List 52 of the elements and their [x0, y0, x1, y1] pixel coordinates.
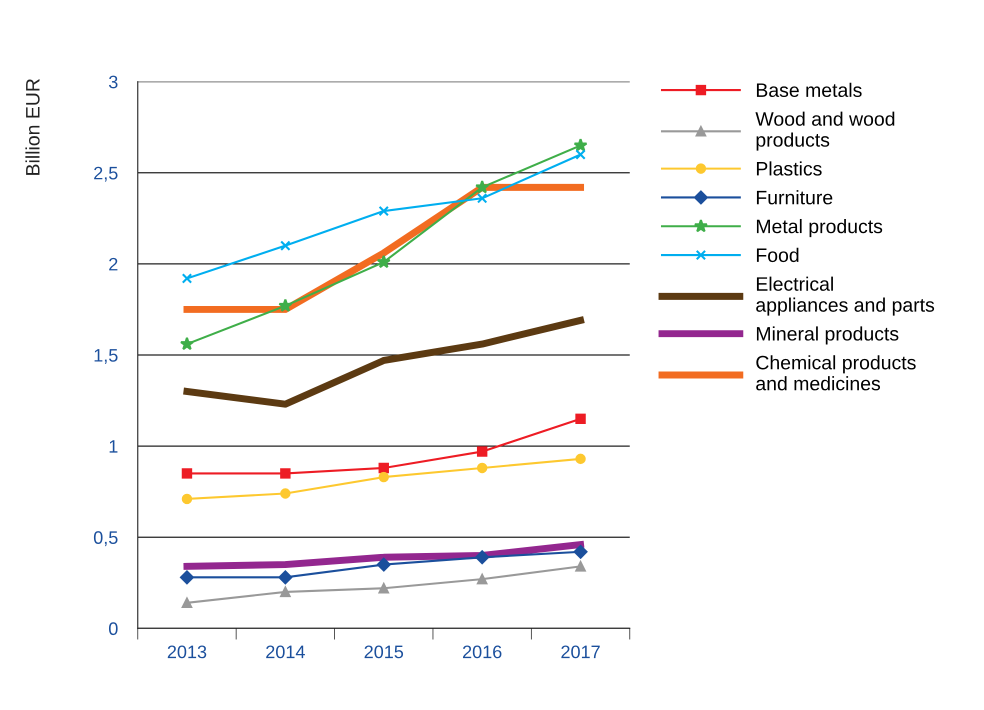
- point: [280, 586, 291, 598]
- point: [476, 193, 488, 204]
- point: [376, 558, 391, 572]
- point: [476, 574, 488, 584]
- point: [378, 583, 389, 594]
- point: [280, 488, 291, 499]
- legend-label: Food: [756, 248, 798, 262]
- y-tick-label: 0: [108, 622, 118, 636]
- legend-label: Metal products: [756, 218, 882, 238]
- point: [378, 462, 389, 474]
- y-tick-label: 3: [108, 76, 118, 88]
- legend-label: Chemical products and medicines: [756, 355, 916, 390]
- x-tick-label: 2015: [364, 645, 404, 658]
- legend-label: Wood and wood products: [755, 112, 894, 151]
- point: [182, 468, 192, 479]
- point: [575, 149, 586, 160]
- point: [182, 273, 192, 284]
- x-tick-label: 2016: [462, 645, 502, 658]
- legend-label: Base metals: [756, 82, 862, 98]
- y-tick-label: 0,5: [94, 531, 118, 546]
- point: [575, 454, 586, 464]
- x-tick-label: 2013: [168, 645, 206, 658]
- point: [278, 298, 292, 312]
- y-axis-title: Billion EUR: [25, 79, 40, 175]
- point: [278, 570, 292, 584]
- point: [475, 550, 490, 564]
- point: [180, 336, 194, 350]
- y-tick-label: 2,5: [94, 166, 118, 182]
- point: [182, 494, 192, 504]
- legend-label: Furniture: [756, 190, 832, 204]
- point: [476, 446, 488, 457]
- point: [280, 240, 291, 251]
- point: [280, 468, 291, 479]
- point: [575, 561, 586, 572]
- point: [475, 180, 490, 194]
- legend-label: Mineral products: [756, 326, 898, 345]
- point: [378, 206, 389, 216]
- point: [476, 462, 488, 474]
- point: [376, 254, 391, 268]
- point: [180, 570, 194, 584]
- point: [182, 598, 192, 608]
- x-tick-label: 2014: [266, 645, 305, 658]
- point: [575, 414, 586, 424]
- y-tick-label: 1: [110, 440, 118, 453]
- y-tick-label: 1,5: [94, 349, 118, 364]
- y-tick-label: 2: [109, 258, 118, 270]
- legend-label: Electrical appliances and parts: [756, 276, 934, 316]
- point: [574, 544, 588, 559]
- point: [378, 472, 389, 482]
- point: [574, 138, 588, 152]
- legend-label: Plastics: [756, 161, 822, 176]
- x-tick-label: 2017: [561, 645, 600, 658]
